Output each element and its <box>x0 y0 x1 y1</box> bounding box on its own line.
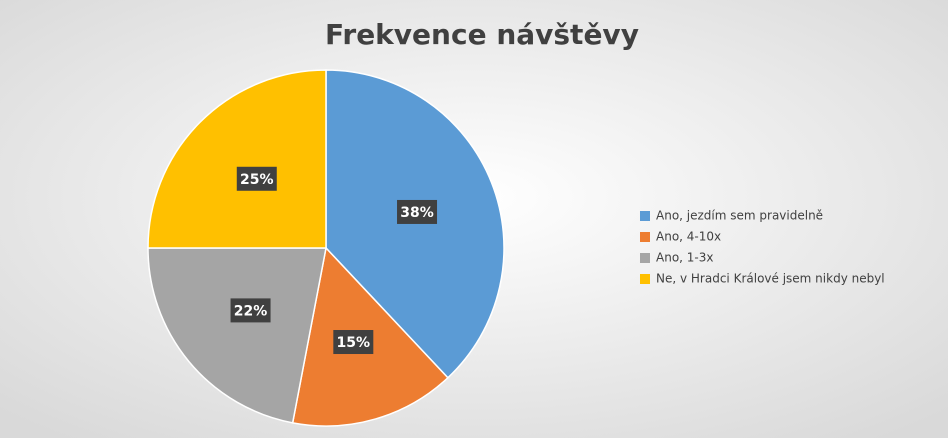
chart-title: Frekvence návštěvy <box>325 18 639 51</box>
data-label-box <box>230 298 271 323</box>
legend-swatch <box>640 274 650 284</box>
data-label-box <box>397 199 438 224</box>
data-label: 22% <box>234 303 268 319</box>
legend-label: Ano, 1-3x <box>656 251 714 265</box>
legend-label: Ne, v Hradci Králové jsem nikdy nebyl <box>656 272 885 286</box>
pie-slice <box>147 247 327 424</box>
pie-slice <box>147 69 327 249</box>
data-label-box <box>333 330 374 355</box>
data-label-box <box>236 166 277 191</box>
data-label: 25% <box>240 172 274 188</box>
legend-label: Ano, 4-10x <box>656 230 721 244</box>
legend-label: Ano, jezdím sem pravidelně <box>656 209 823 223</box>
legend-swatch <box>640 232 650 242</box>
legend-swatch <box>640 253 650 263</box>
data-label: 15% <box>337 335 371 351</box>
legend-swatch <box>640 211 650 221</box>
data-label: 38% <box>400 205 434 221</box>
